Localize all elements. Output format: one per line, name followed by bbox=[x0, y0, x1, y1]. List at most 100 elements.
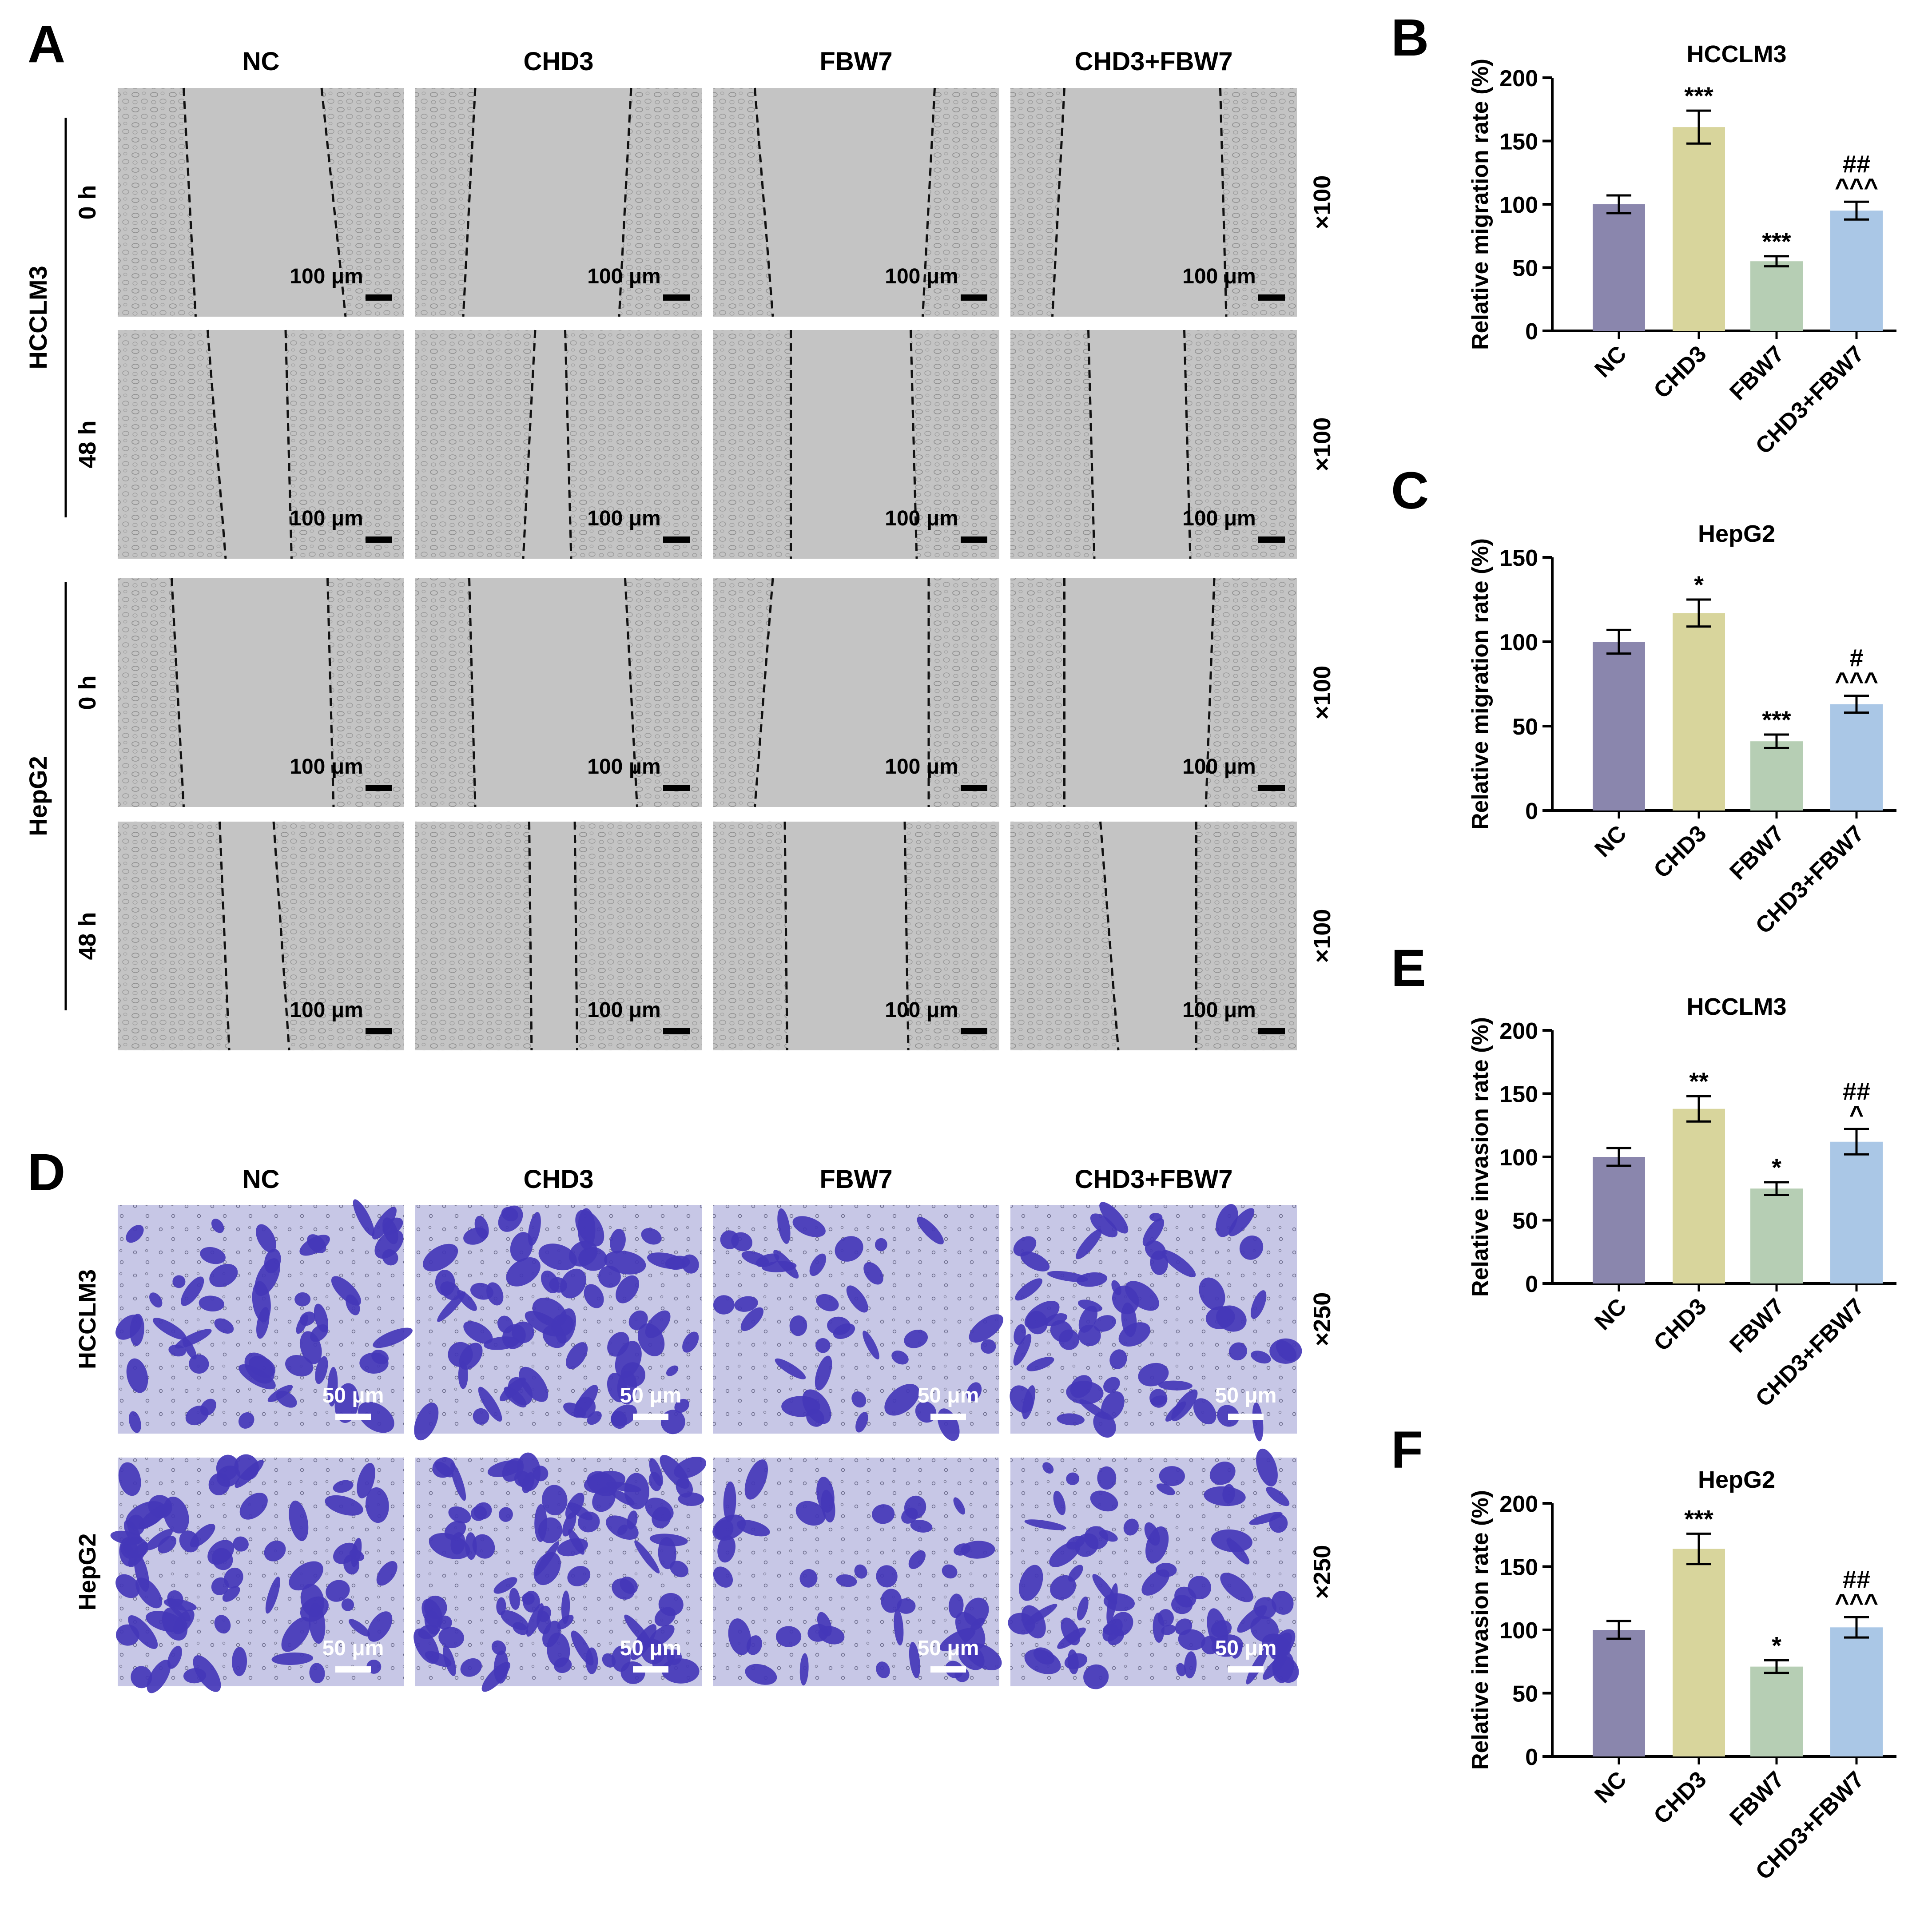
stained-cell bbox=[1228, 1342, 1248, 1361]
significance-marker: *** bbox=[1684, 82, 1713, 110]
y-tick-label: 0 bbox=[1525, 1271, 1538, 1297]
scale-bar bbox=[633, 1666, 668, 1673]
stained-cell bbox=[958, 1643, 985, 1670]
scale-bar bbox=[366, 294, 392, 301]
stained-cell bbox=[809, 1253, 827, 1276]
wound-edge-line bbox=[1051, 87, 1065, 317]
y-tick-label: 200 bbox=[1499, 66, 1538, 91]
wound-edge-line bbox=[528, 821, 533, 1051]
y-tick-label: 100 bbox=[1499, 192, 1538, 218]
cell-layer-right bbox=[565, 330, 702, 559]
panel-d-column-label: FBW7 bbox=[819, 1165, 892, 1194]
stained-cell bbox=[884, 1384, 920, 1416]
cell-layer-right bbox=[1206, 578, 1297, 807]
stained-cell bbox=[465, 1532, 477, 1560]
stained-cell bbox=[506, 1257, 541, 1287]
stained-cell bbox=[326, 1580, 350, 1602]
stained-cell bbox=[567, 1565, 591, 1586]
stained-cell bbox=[1149, 1213, 1163, 1222]
stained-cell bbox=[299, 1311, 316, 1326]
stained-cell bbox=[598, 1266, 621, 1288]
wound-image: 100 μm bbox=[118, 578, 404, 807]
stained-cell bbox=[1022, 1385, 1035, 1419]
wound-edge-line bbox=[624, 578, 638, 807]
cell-layer-left bbox=[1010, 578, 1065, 807]
stained-cell bbox=[981, 1339, 996, 1354]
stained-cell bbox=[835, 1236, 863, 1262]
stained-cell bbox=[325, 1495, 363, 1516]
scale-bar-label: 100 μm bbox=[587, 265, 660, 288]
stained-cell bbox=[501, 1207, 518, 1221]
panel-d-column-label: CHD3 bbox=[524, 1165, 594, 1194]
stained-cell bbox=[954, 1543, 971, 1556]
invasion-image: 50 μm bbox=[712, 1458, 1002, 1686]
scale-bar bbox=[1228, 1666, 1264, 1673]
stained-cell bbox=[357, 1462, 375, 1498]
stained-cell bbox=[444, 1520, 466, 1540]
y-tick-label: 150 bbox=[1499, 1082, 1538, 1108]
stained-cell bbox=[493, 1650, 509, 1684]
y-axis-label: Relative migration rate (%) bbox=[1467, 59, 1493, 350]
stained-cell bbox=[1204, 1486, 1246, 1506]
stained-cell bbox=[1162, 1250, 1196, 1277]
panel-a-column-label: CHD3 bbox=[524, 47, 594, 76]
stained-cell bbox=[554, 1657, 572, 1673]
stained-cell bbox=[346, 1294, 360, 1315]
stained-cell bbox=[470, 1506, 487, 1521]
stained-cell bbox=[851, 1391, 867, 1408]
stained-cell bbox=[1239, 1236, 1264, 1260]
scale-bar-label: 100 μm bbox=[1182, 265, 1256, 288]
stained-cell bbox=[876, 1661, 890, 1678]
stained-cell bbox=[1142, 1218, 1165, 1247]
stained-cell bbox=[1250, 1290, 1267, 1319]
stained-cell bbox=[645, 1310, 671, 1339]
timepoint-label: 0 h bbox=[74, 185, 101, 219]
y-tick-label: 100 bbox=[1499, 630, 1538, 656]
stained-cell bbox=[128, 1615, 158, 1649]
stained-cell bbox=[214, 1615, 231, 1634]
cell-layer-left bbox=[713, 330, 791, 559]
scale-bar-label: 50 μm bbox=[322, 1637, 384, 1660]
scale-bar-label: 100 μm bbox=[1182, 998, 1256, 1022]
row-label: HCCLM3 bbox=[74, 1269, 101, 1369]
stained-cell bbox=[115, 1624, 139, 1646]
y-axis-label: Relative invasion rate (%) bbox=[1467, 1490, 1493, 1770]
stained-cell bbox=[502, 1458, 524, 1482]
stained-cell bbox=[863, 1262, 883, 1285]
x-tick-label: NC bbox=[1590, 341, 1631, 382]
cell-layer-right bbox=[905, 822, 999, 1050]
significance-marker: ^ bbox=[1849, 1100, 1864, 1128]
wound-edge-line bbox=[462, 87, 477, 317]
stained-cell bbox=[1272, 1591, 1294, 1615]
wound-edge-line bbox=[573, 821, 578, 1051]
stained-cell bbox=[549, 1277, 567, 1293]
scale-bar-label: 100 μm bbox=[290, 998, 363, 1022]
stained-cell bbox=[617, 1371, 637, 1405]
stained-cell bbox=[713, 1566, 733, 1588]
y-tick-label: 100 bbox=[1499, 1145, 1538, 1171]
y-tick-label: 50 bbox=[1512, 1208, 1538, 1234]
cell-layer-left bbox=[415, 88, 475, 317]
bar-nc bbox=[1593, 1630, 1645, 1756]
y-tick-label: 150 bbox=[1499, 129, 1538, 155]
scale-bar bbox=[1228, 1414, 1264, 1420]
wound-image: 100 μm bbox=[1010, 330, 1297, 559]
stained-cell bbox=[307, 1234, 326, 1253]
stained-cell bbox=[1209, 1462, 1236, 1485]
stained-cell bbox=[1252, 1402, 1264, 1442]
stained-cell bbox=[1103, 1624, 1118, 1635]
stained-cell bbox=[827, 1316, 851, 1335]
bar-nc bbox=[1593, 204, 1645, 331]
wound-image: 100 μm bbox=[415, 578, 702, 807]
significance-marker: ^^^ bbox=[1835, 1589, 1878, 1617]
wound-edge-line bbox=[910, 330, 918, 559]
cell-layer-left bbox=[118, 578, 184, 807]
stained-cell bbox=[1109, 1349, 1127, 1369]
stained-cell bbox=[425, 1651, 452, 1667]
bar-fbw7 bbox=[1750, 741, 1803, 811]
significance-marker: *** bbox=[1762, 706, 1791, 734]
stained-cell bbox=[522, 1590, 540, 1613]
stained-cell bbox=[775, 1358, 806, 1379]
stained-cell bbox=[181, 1276, 204, 1306]
wound-edge-line bbox=[320, 87, 347, 317]
